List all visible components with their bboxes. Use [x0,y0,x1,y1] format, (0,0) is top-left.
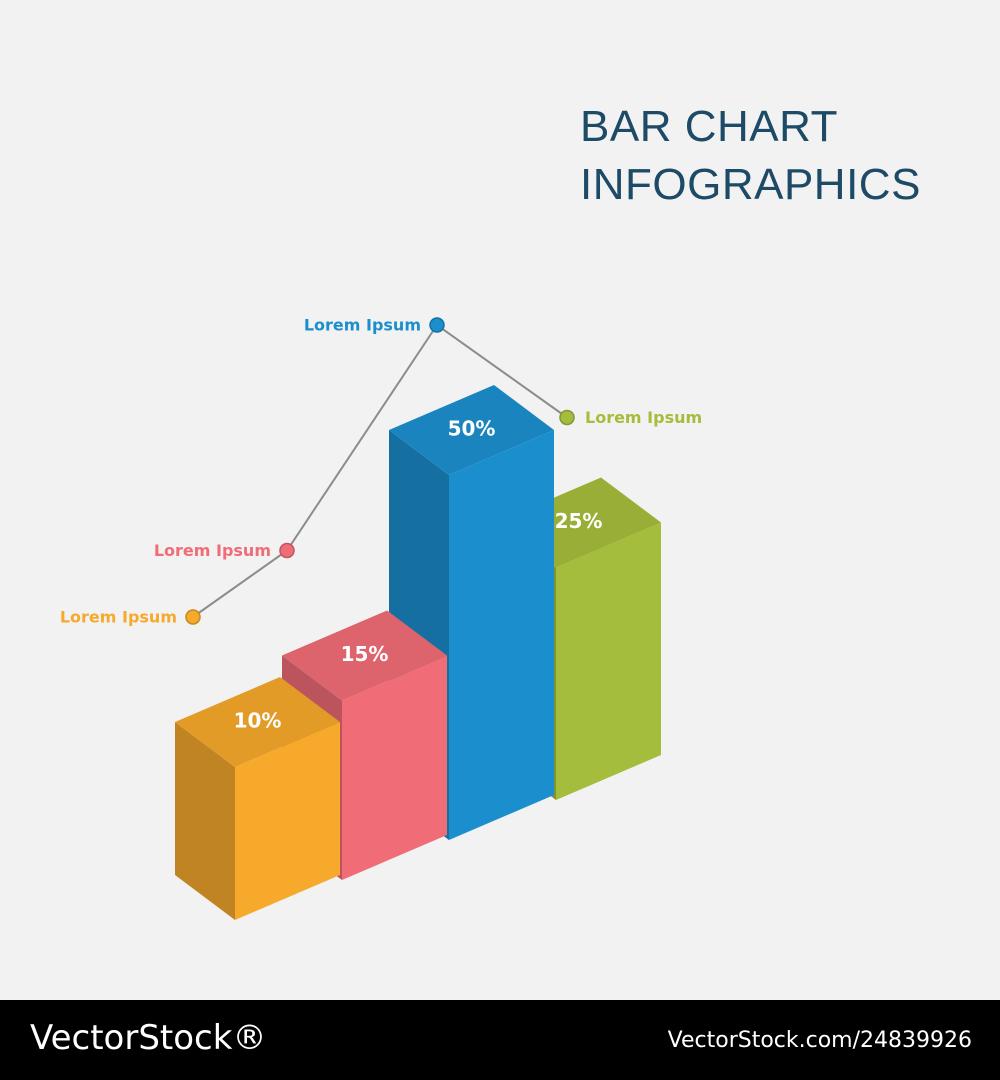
footer-id: VectorStock.com/24839926 [667,1028,972,1053]
bar-front [556,522,661,800]
bar-front [449,430,554,840]
footer-brand: VectorStock® [30,1018,267,1058]
bar-top [389,385,554,475]
callout-dot [559,409,575,426]
callout-dot [279,542,295,559]
category-label: Lorem Ipsum [60,608,177,627]
callout-dot [429,317,445,333]
bar-front [342,655,447,880]
category-label: Lorem Ipsum [304,316,421,335]
bar-top [175,677,340,767]
connector-line [192,323,568,618]
value-label: 25% [555,509,603,533]
bar-front [235,722,340,920]
bars: 25% 50% 15% 10% [175,385,661,920]
footer: VectorStock® VectorStock.com/24839926 [0,1000,1000,1080]
callout-dot [185,609,201,625]
bar-side [175,722,235,920]
value-label: 50% [448,417,496,441]
value-label: 15% [341,642,389,666]
chart-title: BAR CHART INFOGRAPHICS [580,102,921,209]
category-label: Lorem Ipsum [154,541,271,560]
callouts: Lorem Ipsum Lorem Ipsum Lorem Ipsum Lorem I… [60,316,702,627]
category-label: Lorem Ipsum [585,408,702,427]
bar: 10% [175,677,340,920]
value-label: 10% [234,709,282,733]
bar-top [282,610,447,701]
